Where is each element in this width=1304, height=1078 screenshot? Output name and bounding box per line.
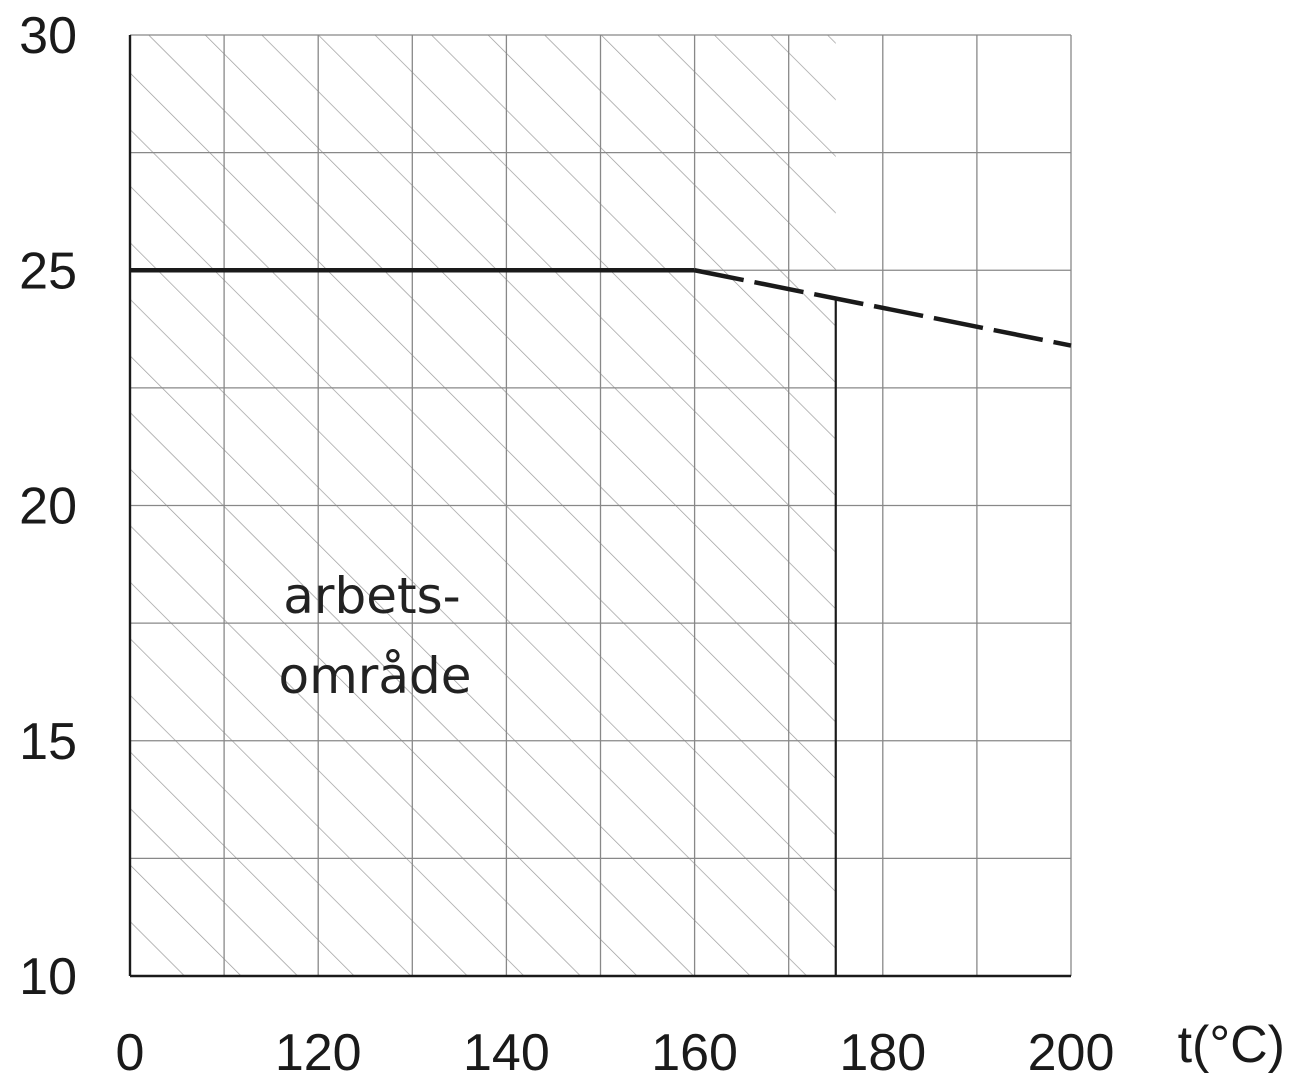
x-tick-label: 180: [839, 1024, 926, 1078]
x-tick-label: 140: [463, 1024, 550, 1078]
x-axis-label: t(°C): [1178, 1016, 1285, 1074]
annotation-line-2: område: [279, 647, 472, 705]
y-tick-label: 15: [19, 713, 77, 771]
y-tick-label: 30: [19, 7, 77, 65]
x-tick-label: 160: [651, 1024, 738, 1078]
x-tick-label: 120: [275, 1024, 362, 1078]
y-tick-label: 20: [19, 478, 77, 536]
x-tick-label: 200: [1028, 1024, 1115, 1078]
series-line-dashed: [694, 268, 1072, 348]
x-tick-label: 0: [116, 1024, 145, 1078]
annotation-line-1: arbets-: [283, 567, 460, 625]
y-tick-label: 10: [19, 948, 77, 1006]
y-tick-label: 25: [19, 242, 77, 300]
